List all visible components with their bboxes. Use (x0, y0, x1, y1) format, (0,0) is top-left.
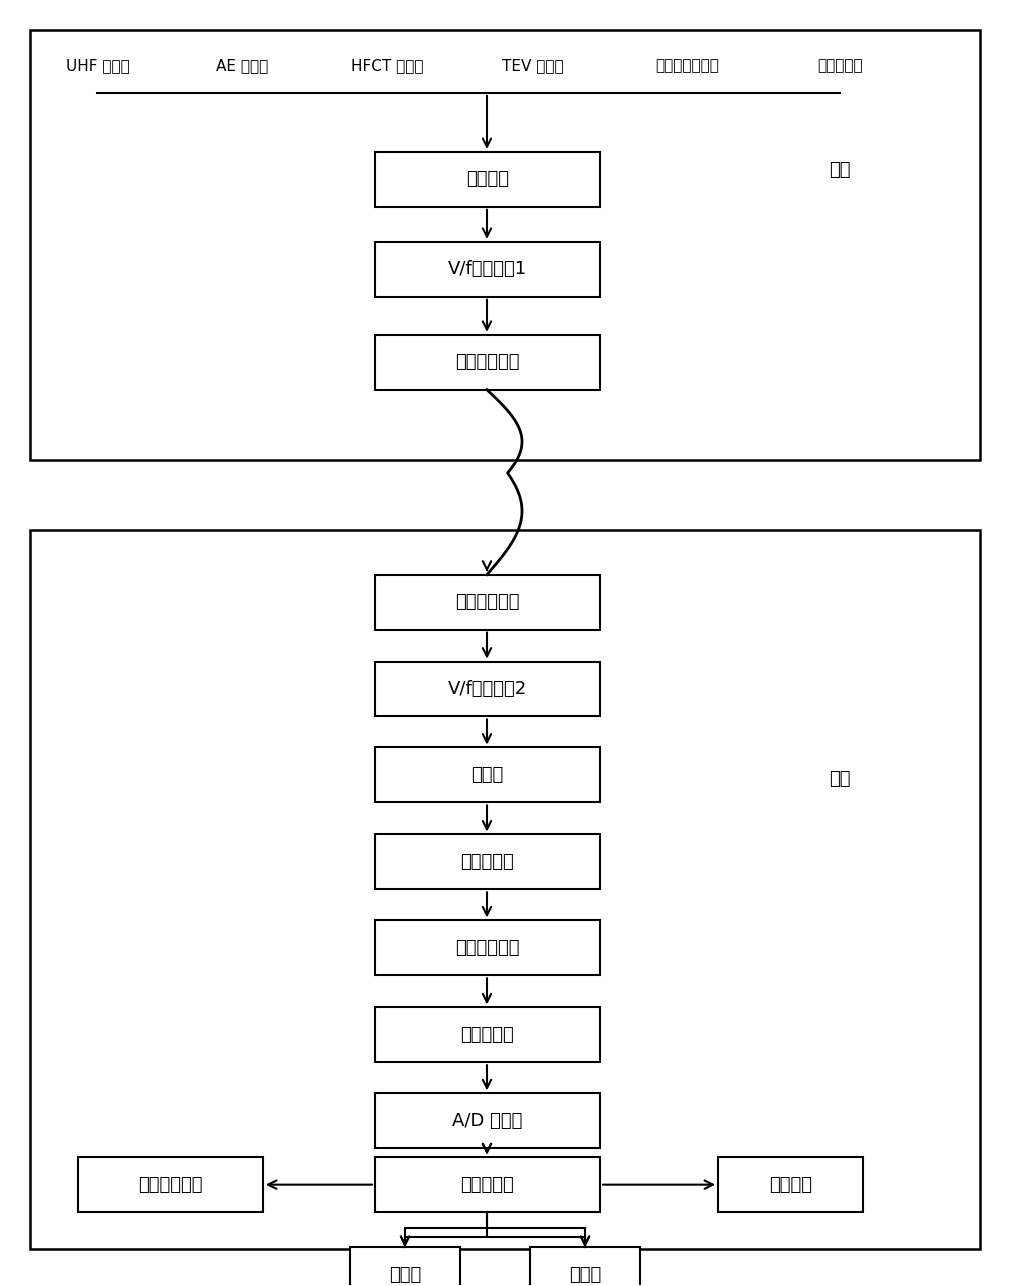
Text: V/f转换模块2: V/f转换模块2 (448, 680, 527, 698)
Bar (375, 747, 600, 802)
Text: A/D 转换器: A/D 转换器 (453, 1111, 523, 1129)
Bar (375, 1093, 600, 1148)
Text: 检波器: 检波器 (471, 766, 503, 784)
Text: 调理模块: 调理模块 (466, 170, 509, 188)
Text: 无线接收模块: 无线接收模块 (455, 593, 520, 611)
Bar (375, 921, 600, 975)
Text: 主机: 主机 (830, 770, 851, 788)
Bar (470, 39, 595, 93)
Text: UHF 传感器: UHF 传感器 (66, 58, 130, 73)
Bar (530, 1247, 640, 1286)
Bar (180, 39, 305, 93)
Bar (375, 661, 600, 716)
Bar (350, 1247, 460, 1286)
Text: 显示单元: 显示单元 (769, 1175, 812, 1193)
Text: V/f转换模块1: V/f转换模块1 (448, 260, 527, 278)
Text: 振动传感器: 振动传感器 (817, 58, 863, 73)
Text: 工频信号传感器: 工频信号传感器 (655, 58, 719, 73)
Text: TEV 传感器: TEV 传感器 (501, 58, 563, 73)
Text: 人机交互单元: 人机交互单元 (138, 1175, 203, 1193)
Text: 峰值检测器: 峰值检测器 (461, 1026, 515, 1044)
Text: AE 传感器: AE 传感器 (217, 58, 268, 73)
Bar (78, 1157, 263, 1213)
Text: 平滑滤波器: 平滑滤波器 (461, 853, 515, 871)
Bar (30, 30, 980, 459)
Text: 无线发送模块: 无线发送模块 (455, 354, 520, 372)
Text: 报警器: 报警器 (389, 1265, 421, 1283)
Bar (375, 575, 600, 630)
Bar (375, 835, 600, 890)
Bar (375, 152, 600, 207)
Bar (30, 530, 980, 1249)
Bar (325, 39, 450, 93)
Text: 包络线发生器: 包络线发生器 (455, 939, 520, 957)
Bar (780, 39, 900, 93)
Bar (615, 39, 760, 93)
Text: 中央处理器: 中央处理器 (461, 1175, 515, 1193)
Text: 终端: 终端 (830, 161, 851, 179)
Text: 存储器: 存储器 (569, 1265, 601, 1283)
Bar (375, 1157, 600, 1213)
Bar (375, 1007, 600, 1062)
Bar (375, 334, 600, 390)
Bar (375, 242, 600, 297)
Bar (35, 39, 160, 93)
Bar (718, 1157, 863, 1213)
Text: HFCT 传感器: HFCT 传感器 (352, 58, 423, 73)
